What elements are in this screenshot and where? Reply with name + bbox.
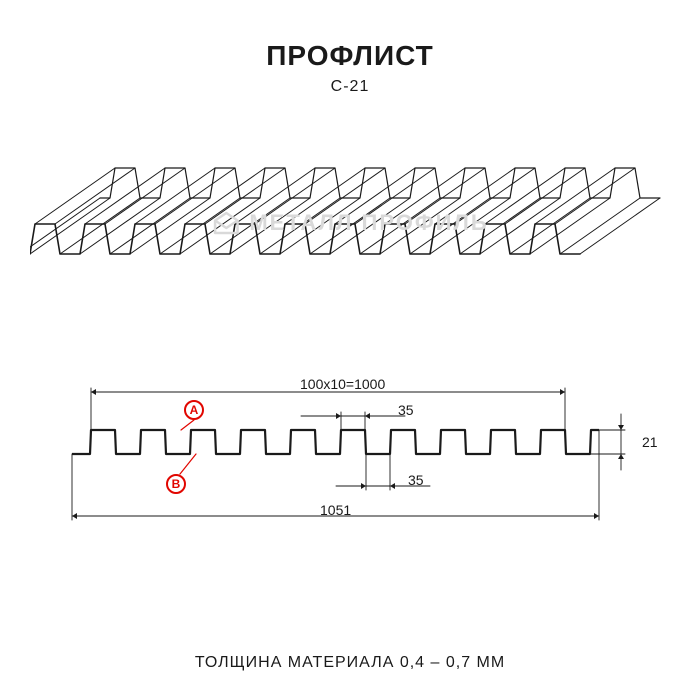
dim-bottom-flat: 35 <box>408 472 424 488</box>
page-title: ПРОФЛИСТ <box>266 40 433 72</box>
page: ПРОФЛИСТ С-21 МЕТАЛЛ ПРОФИЛЬ A B 100х10=… <box>0 0 700 700</box>
footer-text: ТОЛЩИНА МАТЕРИАЛА 0,4 – 0,7 ММ <box>195 654 505 672</box>
callout-b: B <box>166 474 186 494</box>
dim-bottom-span: 1051 <box>320 502 351 518</box>
callout-a: A <box>184 400 204 420</box>
watermark-text: МЕТАЛЛ ПРОФИЛЬ <box>249 210 488 236</box>
callout-b-label: B <box>172 477 181 491</box>
model-code: С-21 <box>331 78 370 96</box>
watermark: МЕТАЛЛ ПРОФИЛЬ <box>211 208 488 238</box>
callout-a-label: A <box>190 403 199 417</box>
dim-height: 21 <box>642 434 658 450</box>
watermark-icon <box>211 208 241 238</box>
dim-top-flat: 35 <box>398 402 414 418</box>
dim-top-span: 100х10=1000 <box>300 376 385 392</box>
cross-section: A B 100х10=1000 1051 35 35 21 <box>30 354 670 554</box>
isometric-view: МЕТАЛЛ ПРОФИЛЬ <box>30 124 670 304</box>
